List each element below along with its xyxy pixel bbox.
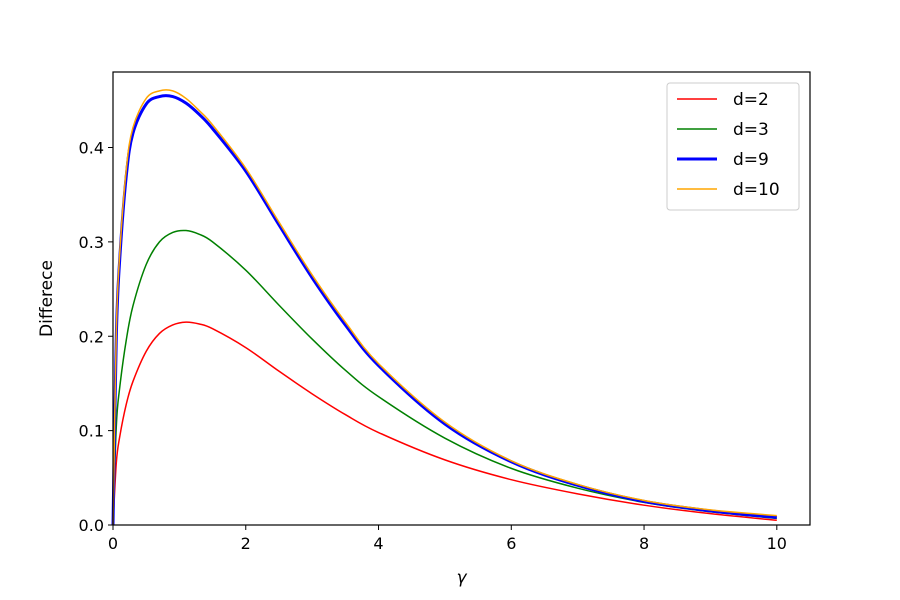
- y-axis-label: Differece: [37, 260, 57, 337]
- x-tick-label: 10: [767, 534, 787, 553]
- y-tick-label: 0.0: [79, 516, 104, 535]
- legend-label: d=10: [733, 180, 780, 200]
- y-tick-label: 0.4: [79, 139, 104, 158]
- series-line-d-2: [112, 321, 777, 526]
- axes-frame: [112, 71, 811, 526]
- ticks-layer: 0 2 4 6 8 10 0.0 0.1 0.2 0.3 0.4: [79, 139, 787, 554]
- series-line-d-10: [112, 89, 777, 526]
- y-tick-label: 0.2: [79, 327, 104, 346]
- x-tick-label: 4: [373, 534, 383, 553]
- legend-label: d=3: [733, 120, 769, 140]
- legend-label: d=9: [733, 150, 769, 170]
- legend: d=2 d=3 d=9 d=10: [666, 82, 800, 211]
- y-tick-label: 0.1: [79, 422, 104, 441]
- y-tick-label: 0.3: [79, 233, 104, 252]
- legend-label: d=2: [733, 90, 769, 110]
- legend-box: [666, 82, 800, 211]
- series-line-d-3: [112, 229, 777, 526]
- series-layer: [111, 89, 777, 526]
- x-axis-label: γ: [456, 568, 467, 588]
- x-tick-label: 8: [639, 534, 649, 553]
- x-tick-label: 0: [108, 534, 118, 553]
- x-tick-label: 6: [506, 534, 516, 553]
- x-tick-label: 2: [241, 534, 251, 553]
